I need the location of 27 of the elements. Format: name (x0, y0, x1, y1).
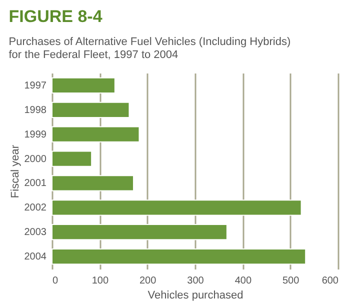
x-tick-label: 300 (187, 276, 204, 286)
bar (52, 224, 228, 240)
y-tick-label: 2002 (24, 202, 47, 214)
chart-title: FIGURE 8-4 (8, 7, 103, 26)
y-tick-label: 1997 (24, 80, 47, 92)
bar (52, 150, 92, 167)
y-tick-label: 2000 (24, 154, 47, 165)
bar (52, 200, 302, 216)
y-tick-label: 2001 (24, 178, 47, 190)
x-tick-label: 100 (92, 276, 109, 286)
y-tick-label: 2003 (24, 227, 47, 238)
y-tick-label: 1999 (24, 129, 47, 140)
x-tick-label: 0 (52, 276, 58, 286)
bar (52, 77, 116, 94)
y-tick-label: 1998 (24, 104, 47, 116)
x-tick-label: 600 (322, 276, 339, 286)
x-tick-label: 500 (282, 276, 300, 286)
y-tick-label: 2004 (24, 252, 47, 263)
bar (52, 248, 306, 265)
bar (52, 102, 130, 118)
x-axis-title: Vehicles purchased (148, 290, 244, 302)
bar (52, 175, 134, 192)
x-tick-label: 400 (234, 276, 252, 286)
x-tick-label: 200 (139, 276, 157, 286)
chart-subtitle: Purchases of Alternative Fuel Vehicles (Including Hybrids) for the Federal Fleet, 1997 to 2004 (8, 36, 291, 61)
bar (52, 126, 140, 142)
y-axis-title: Fiscal year (9, 144, 22, 198)
